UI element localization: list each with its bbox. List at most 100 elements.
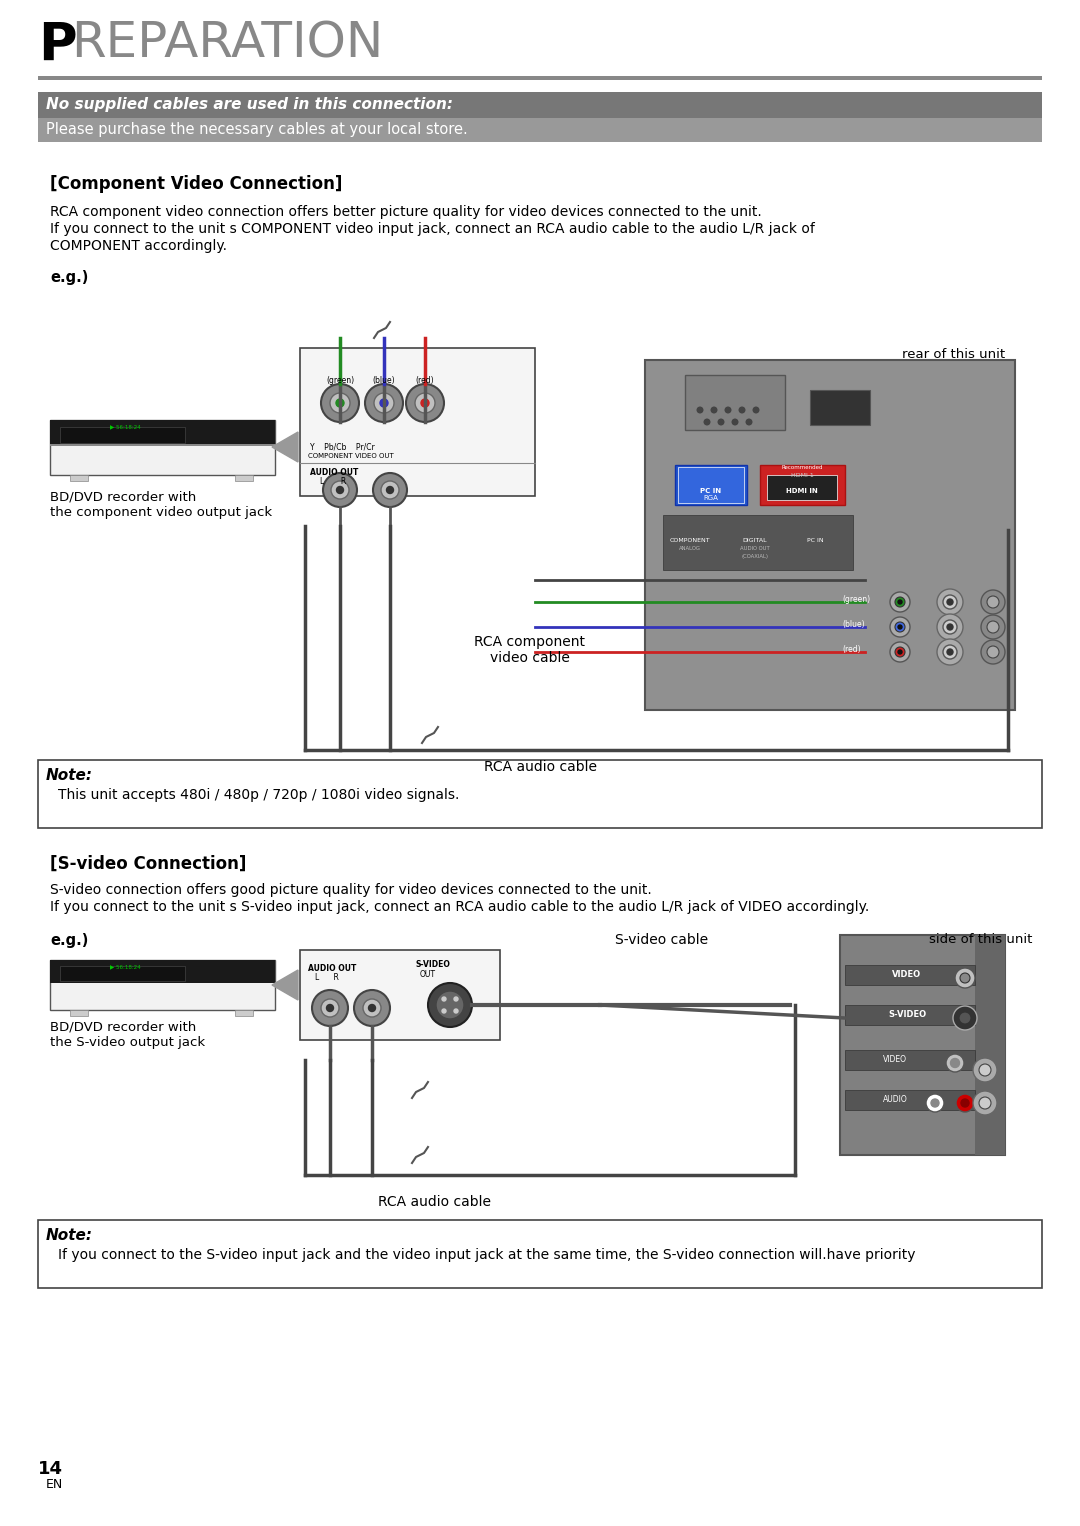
Text: AUDIO OUT: AUDIO OUT — [310, 468, 359, 478]
Circle shape — [937, 613, 963, 639]
Polygon shape — [272, 971, 298, 1000]
Text: (red): (red) — [416, 375, 434, 385]
Text: video cable: video cable — [490, 652, 570, 665]
Circle shape — [955, 967, 975, 987]
Text: COMPONENT: COMPONENT — [670, 539, 711, 543]
Circle shape — [442, 996, 446, 1001]
Text: If you connect to the unit s COMPONENT video input jack, connect an RCA audio ca: If you connect to the unit s COMPONENT v… — [50, 221, 815, 237]
Bar — [38, 760, 1042, 829]
Bar — [235, 1010, 253, 1016]
Bar — [685, 375, 785, 430]
Circle shape — [897, 650, 902, 655]
Circle shape — [321, 385, 359, 423]
Bar — [645, 360, 1015, 710]
Bar — [38, 1219, 1042, 1288]
Circle shape — [697, 406, 703, 414]
Circle shape — [947, 624, 953, 630]
Circle shape — [890, 617, 910, 636]
Circle shape — [380, 398, 388, 407]
Circle shape — [326, 1004, 334, 1012]
Circle shape — [373, 473, 407, 507]
Text: RCA audio cable: RCA audio cable — [484, 760, 596, 774]
Circle shape — [428, 983, 472, 1027]
Circle shape — [961, 1099, 969, 1106]
Text: RCA component video connection offers better picture quality for video devices c: RCA component video connection offers be… — [50, 204, 761, 220]
Bar — [38, 118, 1042, 142]
Circle shape — [937, 589, 963, 615]
Polygon shape — [272, 432, 298, 462]
Text: BD/DVD recorder with: BD/DVD recorder with — [50, 1019, 197, 1033]
Text: Y    Pb/Cb    Pr/Cr: Y Pb/Cb Pr/Cr — [310, 443, 375, 452]
Circle shape — [981, 591, 1005, 613]
Bar — [50, 960, 275, 983]
Circle shape — [415, 394, 435, 414]
Text: REPARATION: REPARATION — [71, 20, 383, 69]
Circle shape — [890, 592, 910, 612]
Text: L       R: L R — [320, 478, 347, 485]
Circle shape — [895, 647, 905, 658]
Text: e.g.): e.g.) — [50, 932, 89, 948]
Text: COMPONENT VIDEO OUT: COMPONENT VIDEO OUT — [308, 453, 394, 459]
Circle shape — [895, 597, 905, 607]
Circle shape — [978, 1064, 991, 1076]
Circle shape — [981, 615, 1005, 639]
Text: rear of this unit: rear of this unit — [902, 348, 1005, 362]
Circle shape — [387, 487, 393, 493]
Text: [S-video Connection]: [S-video Connection] — [50, 855, 246, 873]
Circle shape — [406, 385, 444, 423]
Text: S-VIDEO: S-VIDEO — [888, 1010, 926, 1019]
Circle shape — [731, 418, 739, 426]
Text: No supplied cables are used in this connection:: No supplied cables are used in this conn… — [46, 98, 453, 111]
Circle shape — [725, 406, 731, 414]
Bar — [765, 491, 840, 504]
Bar — [70, 1010, 87, 1016]
Text: (COAXIAL): (COAXIAL) — [742, 554, 769, 559]
Text: S-video connection offers good picture quality for video devices connected to th: S-video connection offers good picture q… — [50, 884, 651, 897]
Text: If you connect to the S-video input jack and the video input jack at the same ti: If you connect to the S-video input jack… — [58, 1248, 916, 1262]
Bar — [810, 391, 870, 426]
Bar — [767, 475, 837, 501]
Circle shape — [454, 996, 458, 1001]
Circle shape — [454, 1009, 458, 1013]
Text: VIDEO: VIDEO — [883, 1054, 907, 1064]
Circle shape — [368, 1004, 376, 1012]
Circle shape — [745, 418, 753, 426]
Circle shape — [336, 398, 345, 407]
Bar — [845, 1090, 975, 1109]
Text: ANALOG: ANALOG — [679, 546, 701, 551]
Circle shape — [931, 1099, 939, 1106]
Bar — [975, 935, 1005, 1155]
Text: side of this unit: side of this unit — [929, 932, 1032, 946]
Text: Note:: Note: — [46, 1228, 93, 1244]
Bar — [60, 427, 185, 443]
Circle shape — [943, 595, 957, 609]
Bar — [70, 475, 87, 481]
Text: If you connect to the unit s S-video input jack, connect an RCA audio cable to t: If you connect to the unit s S-video inp… — [50, 900, 869, 914]
Text: ▶ 56:18:24: ▶ 56:18:24 — [110, 964, 140, 969]
Bar — [235, 475, 253, 481]
Bar — [840, 935, 1005, 1155]
Circle shape — [987, 597, 999, 607]
Text: the component video output jack: the component video output jack — [50, 507, 272, 519]
Circle shape — [354, 990, 390, 1025]
Text: the S-video output jack: the S-video output jack — [50, 1036, 205, 1048]
Circle shape — [436, 990, 464, 1019]
Text: OUT: OUT — [420, 971, 436, 980]
Circle shape — [381, 481, 399, 499]
Text: RGA: RGA — [703, 494, 718, 501]
Circle shape — [421, 398, 429, 407]
Circle shape — [959, 1012, 971, 1024]
Bar — [38, 92, 1042, 118]
Text: PC IN: PC IN — [701, 488, 721, 494]
Circle shape — [937, 639, 963, 665]
Text: S-video cable: S-video cable — [615, 932, 708, 948]
Circle shape — [312, 990, 348, 1025]
Circle shape — [960, 974, 970, 983]
Circle shape — [897, 626, 902, 629]
Text: RCA audio cable: RCA audio cable — [378, 1195, 491, 1209]
Circle shape — [365, 385, 403, 423]
Text: (blue): (blue) — [842, 620, 865, 629]
Text: VIDEO: VIDEO — [892, 971, 921, 980]
Text: COMPONENT accordingly.: COMPONENT accordingly. — [50, 240, 227, 253]
Text: RCA component: RCA component — [474, 635, 585, 649]
